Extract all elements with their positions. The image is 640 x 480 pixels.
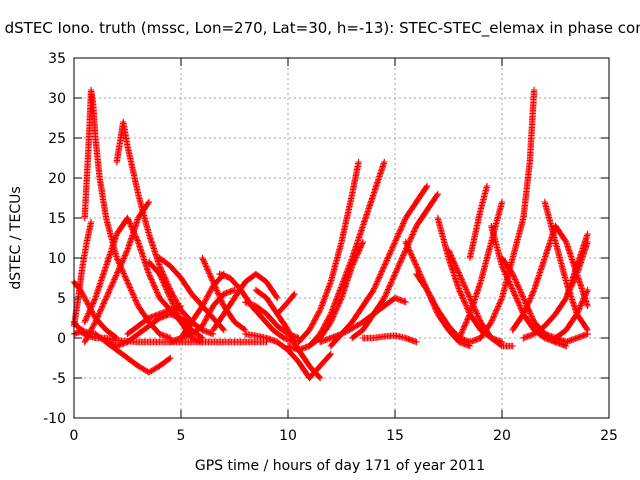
series-42-points	[563, 230, 591, 302]
chart-title: dSTEC Iono. truth (mssc, Lon=270, Lat=30…	[5, 19, 640, 38]
y-tick-label: 20	[48, 171, 66, 187]
series-38	[509, 222, 591, 334]
x-tick-label: 20	[493, 428, 511, 444]
y-tick-label: 10	[48, 251, 66, 267]
y-tick-label: -5	[52, 371, 66, 387]
y-tick-label: -10	[43, 411, 66, 427]
plot-frame	[73, 57, 610, 419]
series-15	[177, 286, 238, 342]
y-tick-label: 5	[57, 291, 66, 307]
series-34-points	[466, 182, 491, 262]
series-43	[541, 330, 591, 346]
series-5-points	[81, 86, 174, 342]
series-13	[167, 270, 227, 346]
axes: -10 -5 0 5 10 15 20 25 30 35 0 5 10 15 20 25	[43, 51, 618, 444]
series-38-points	[509, 222, 591, 334]
x-tick-label: 0	[70, 428, 79, 444]
series-24-points	[306, 158, 388, 350]
series-16-points	[209, 270, 281, 334]
x-axis-label: GPS time / hours of day 171 of year 2011	[195, 458, 485, 474]
series-15-points	[177, 286, 238, 342]
series-27-points	[349, 190, 441, 342]
series-42	[563, 230, 591, 302]
series-28	[359, 332, 420, 346]
series-16	[209, 270, 281, 334]
y-tick-label: 15	[48, 211, 66, 227]
series-8	[113, 118, 217, 338]
series-30	[402, 238, 474, 350]
y-tick-label: 35	[48, 51, 66, 67]
x-tick-label: 25	[600, 428, 618, 444]
series-8-points	[113, 118, 217, 338]
series-23	[295, 158, 362, 346]
series-24	[306, 158, 388, 350]
series-30-points	[402, 238, 474, 350]
y-axis-label: dSTEC / TECUs	[8, 186, 24, 289]
series-12-points	[124, 302, 185, 338]
x-tick-label: 15	[386, 428, 404, 444]
y-tick-label: 0	[57, 331, 66, 347]
series-26	[327, 182, 431, 350]
series-21	[274, 290, 298, 318]
series-27	[349, 190, 441, 342]
series-9-points	[102, 310, 195, 350]
x-tick-label: 5	[177, 428, 186, 444]
y-tick-label: 30	[48, 91, 66, 107]
series-9	[102, 310, 195, 350]
series-43-points	[541, 330, 591, 346]
series-13-points	[167, 270, 227, 346]
series-34	[466, 182, 491, 262]
series-36-points	[477, 86, 538, 342]
series-28-points	[359, 332, 420, 346]
series-21-points	[274, 290, 298, 318]
data-layer	[70, 86, 591, 382]
x-tick-label: 10	[279, 428, 297, 444]
series-23-points	[295, 158, 362, 346]
series-12	[124, 302, 185, 338]
series-26-points	[327, 182, 431, 350]
series-5	[81, 86, 174, 342]
series-36	[477, 86, 538, 342]
y-tick-label: 25	[48, 131, 66, 147]
